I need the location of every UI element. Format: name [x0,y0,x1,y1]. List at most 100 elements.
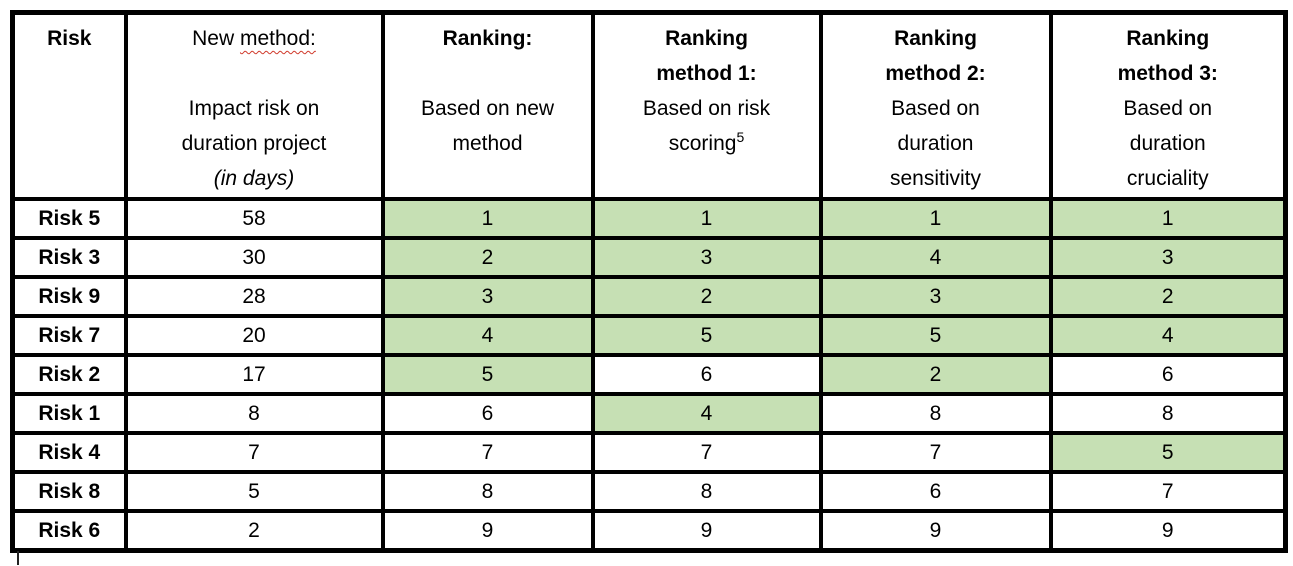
risk-label-cell: Risk 6 [10,509,128,553]
header-spacer-line [387,56,589,91]
impact-days-cell: 5 [123,470,385,513]
risk-label-cell: Risk 7 [10,314,128,357]
header-risk-label: Risk [47,27,92,50]
rank-method2-cell: 9 [818,509,1053,553]
header-new-method-title: New method: [130,21,379,56]
rank-method1-cell: 9 [590,509,823,553]
rank-method3-cell: 3 [1048,236,1288,279]
impact-days-cell: 58 [123,197,385,240]
rank-new-method-cell: 6 [380,392,595,435]
risk-label-cell: Risk 1 [10,392,128,435]
header-ranking-desc1: Based on new [420,97,555,120]
risk-label-cell: Risk 2 [10,353,128,396]
impact-days-cell: 30 [123,236,385,279]
risk-label-cell: Risk 5 [10,197,128,240]
header-new-method-desc1: Impact risk on [188,97,320,120]
rank-method2-cell: 2 [818,353,1053,396]
header-cell-ranking-method1: Ranking method 1: Based on risk scoring5 [590,10,823,201]
header-cell-ranking-method2: Ranking method 2: Based on duration sens… [818,10,1053,201]
risk-ranking-table: Risk New method: Impact risk on duration… [10,10,1288,553]
rank-method3-cell: 9 [1048,509,1288,553]
impact-days-cell: 7 [123,431,385,474]
table-row: Risk 8 5 8 8 6 7 [10,470,1288,513]
rank-method1-cell: 2 [590,275,823,318]
rank-new-method-cell: 9 [380,509,595,553]
rank-method1-cell: 4 [590,392,823,435]
header-spacer-line [130,56,379,91]
rank-new-method-cell: 1 [380,197,595,240]
table-row: Risk 7 20 4 5 5 4 [10,314,1288,357]
impact-days-cell: 28 [123,275,385,318]
rank-method3-cell: 2 [1048,275,1288,318]
rank-method3-cell: 1 [1048,197,1288,240]
rank-method2-cell: 4 [818,236,1053,279]
rank-method2-cell: 8 [818,392,1053,435]
risk-label-cell: Risk 3 [10,236,128,279]
table-body: Risk 5 58 1 1 1 1 Risk 3 30 2 3 4 3 Risk… [10,197,1288,553]
header-method1-desc2: scoring5 [597,126,817,161]
header-method2-title2: method 2: [885,62,986,85]
table-row: Risk 1 8 6 4 8 8 [10,392,1288,435]
rank-new-method-cell: 4 [380,314,595,357]
table-row: Risk 4 7 7 7 7 5 [10,431,1288,474]
rank-method3-cell: 6 [1048,353,1288,396]
header-method2-desc2: duration [897,132,974,155]
header-new-method-word1: New [192,27,235,50]
rank-method2-cell: 6 [818,470,1053,513]
header-new-method-word2-misspelled: method: [239,27,316,50]
header-method3-desc1: Based on [1123,97,1213,120]
rank-method1-cell: 5 [590,314,823,357]
table-row: Risk 9 28 3 2 3 2 [10,275,1288,318]
header-method1-title2: method 1: [656,62,757,85]
impact-days-cell: 17 [123,353,385,396]
header-new-method-desc2: duration project [181,132,327,155]
header-row: Risk New method: Impact risk on duration… [10,10,1288,201]
table-row: Risk 5 58 1 1 1 1 [10,197,1288,240]
header-method1-desc2-text: scoring [668,132,737,155]
table-row: Risk 6 2 9 9 9 9 [10,509,1288,553]
impact-days-cell: 2 [123,509,385,553]
header-method3-title2: method 3: [1117,62,1218,85]
header-cell-new-method: New method: Impact risk on duration proj… [123,10,385,201]
footnote-reference-5: 5 [736,129,745,145]
footnote-separator-mark [17,551,19,565]
impact-days-cell: 8 [123,392,385,435]
rank-method1-cell: 8 [590,470,823,513]
header-method2-title1: Ranking [894,27,977,50]
rank-new-method-cell: 8 [380,470,595,513]
rank-method1-cell: 1 [590,197,823,240]
rank-method3-cell: 5 [1048,431,1288,474]
rank-method1-cell: 6 [590,353,823,396]
header-method3-desc3: cruciality [1126,167,1209,190]
rank-method3-cell: 4 [1048,314,1288,357]
rank-method1-cell: 7 [590,431,823,474]
header-method1-desc1: Based on risk [642,97,771,120]
table-row: Risk 2 17 5 6 2 6 [10,353,1288,396]
header-method1-title1: Ranking [665,27,748,50]
rank-new-method-cell: 5 [380,353,595,396]
header-ranking-title: Ranking: [442,27,533,50]
header-method2-desc1: Based on [891,97,980,120]
header-cell-ranking-new: Ranking: Based on new method [380,10,595,201]
header-cell-ranking-method3: Ranking method 3: Based on duration cruc… [1048,10,1288,201]
rank-method2-cell: 5 [818,314,1053,357]
rank-method3-cell: 8 [1048,392,1288,435]
rank-method2-cell: 7 [818,431,1053,474]
header-new-method-desc3: (in days) [213,167,295,190]
impact-days-cell: 20 [123,314,385,357]
header-method3-title1: Ranking [1126,27,1210,50]
header-method2-desc3: sensitivity [889,167,982,190]
risk-label-cell: Risk 4 [10,431,128,474]
header-ranking-desc2: method [452,132,523,155]
rank-new-method-cell: 3 [380,275,595,318]
rank-new-method-cell: 2 [380,236,595,279]
risk-label-cell: Risk 8 [10,470,128,513]
rank-method3-cell: 7 [1048,470,1288,513]
header-method3-desc2: duration [1129,132,1206,155]
header-cell-risk: Risk [10,10,128,201]
rank-method2-cell: 3 [818,275,1053,318]
table-row: Risk 3 30 2 3 4 3 [10,236,1288,279]
risk-label-cell: Risk 9 [10,275,128,318]
table-header: Risk New method: Impact risk on duration… [10,10,1288,201]
